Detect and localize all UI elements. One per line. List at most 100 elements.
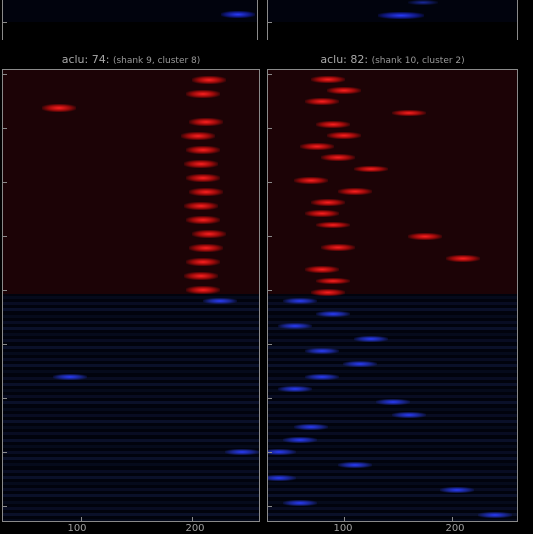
red-row-peak bbox=[321, 244, 356, 251]
blue-row-band bbox=[3, 407, 259, 411]
red-row-peak bbox=[445, 255, 480, 262]
blue-row-band bbox=[268, 463, 517, 467]
blue-row-band bbox=[3, 327, 259, 330]
blue-row-peak bbox=[283, 499, 318, 506]
red-row-peak bbox=[188, 118, 223, 127]
y-tick bbox=[3, 290, 7, 291]
blue-row-band bbox=[3, 376, 259, 380]
red-row-peak bbox=[186, 286, 221, 295]
right-heatmap-marks bbox=[268, 70, 517, 521]
red-row-peak bbox=[310, 288, 345, 296]
blue-row-band bbox=[3, 339, 259, 343]
x-tick-label-left-100: 100 bbox=[67, 523, 87, 534]
red-row-peak bbox=[391, 109, 426, 117]
x-tick bbox=[452, 517, 454, 521]
blue-row-band bbox=[3, 500, 259, 504]
y-tick bbox=[3, 452, 7, 453]
blue-row-band bbox=[3, 401, 259, 405]
x-tick bbox=[80, 517, 82, 521]
blue-row-band bbox=[3, 506, 259, 510]
red-row-peak bbox=[184, 202, 219, 211]
y-tick bbox=[3, 74, 7, 75]
blue-row-band bbox=[3, 463, 259, 467]
blue-row-band bbox=[3, 358, 259, 361]
blue-row-band bbox=[268, 457, 517, 461]
blue-row-peak bbox=[52, 373, 87, 380]
x-tick bbox=[343, 517, 345, 521]
blue-row-peak bbox=[294, 424, 329, 431]
y-tick bbox=[268, 128, 272, 129]
y-tick bbox=[3, 236, 7, 237]
prev-left-panel bbox=[2, 0, 258, 40]
blue-row-band bbox=[3, 351, 259, 355]
blue-row-band bbox=[3, 395, 259, 399]
panel-title-main: aclu: 74: bbox=[61, 53, 110, 66]
y-tick bbox=[3, 182, 7, 183]
red-row-peak bbox=[407, 232, 442, 240]
blue-row-band bbox=[268, 345, 517, 349]
red-row-peak bbox=[294, 176, 329, 184]
red-row-peak bbox=[186, 90, 221, 99]
blue-row-peak bbox=[391, 411, 426, 418]
previous-panels-strip bbox=[0, 0, 533, 40]
blue-row-band bbox=[3, 451, 259, 454]
y-tick bbox=[268, 344, 272, 345]
blue-row-band bbox=[3, 314, 259, 318]
blue-heatmap-region bbox=[3, 294, 259, 521]
blue-row-band bbox=[268, 519, 517, 521]
red-row-peak bbox=[299, 143, 334, 150]
blue-row-band bbox=[268, 513, 517, 516]
blue-row-band bbox=[3, 482, 259, 485]
raster-panel-aclu-74: aclu: 74: (shank 9, cluster 8) bbox=[2, 53, 260, 522]
blue-row-band bbox=[268, 314, 517, 318]
y-tick bbox=[268, 398, 272, 399]
y-tick bbox=[268, 290, 272, 291]
y-tick bbox=[268, 182, 272, 183]
blue-row-peak bbox=[305, 373, 340, 380]
blue-row-band bbox=[268, 302, 517, 306]
red-row-peak bbox=[186, 216, 221, 225]
blue-row-band bbox=[268, 327, 517, 330]
x-tick bbox=[192, 517, 194, 521]
blue-row-band bbox=[3, 494, 259, 498]
panel-title-sub: (shank 10, cluster 2) bbox=[371, 56, 465, 66]
y-tick bbox=[268, 236, 272, 237]
prev-right-panel bbox=[267, 0, 518, 40]
blue-row-band bbox=[3, 488, 259, 492]
blue-row-band bbox=[268, 500, 517, 504]
blue-row-band bbox=[3, 444, 259, 448]
blue-row-band bbox=[3, 382, 259, 386]
red-row-peak bbox=[188, 244, 223, 253]
blue-row-band bbox=[3, 475, 259, 479]
panel-title-sub: (shank 9, cluster 8) bbox=[112, 56, 201, 66]
blue-row-peak bbox=[353, 335, 388, 342]
blue-row-band bbox=[268, 432, 517, 436]
blue-row-peak bbox=[203, 298, 238, 304]
raster-panel-aclu-82: aclu: 82: (shank 10, cluster 2) bbox=[267, 53, 518, 522]
blue-row-peak bbox=[278, 323, 313, 330]
blue-row-band bbox=[268, 376, 517, 380]
red-row-peak bbox=[310, 199, 345, 206]
blue-row-band bbox=[268, 475, 517, 479]
blue-row-band bbox=[268, 469, 517, 473]
red-row-peak bbox=[186, 258, 221, 267]
red-row-peak bbox=[326, 132, 361, 139]
blue-row-peak bbox=[278, 386, 313, 393]
blue-row-band bbox=[268, 426, 517, 430]
red-row-peak bbox=[315, 221, 350, 229]
blue-row-peak bbox=[315, 310, 350, 317]
red-row-peak bbox=[315, 120, 350, 128]
panel-frame bbox=[2, 69, 260, 522]
blue-row-band bbox=[268, 407, 517, 411]
blue-row-peak bbox=[337, 461, 372, 468]
blue-row-band bbox=[3, 370, 259, 374]
blue-row-band bbox=[3, 519, 259, 521]
red-row-peak bbox=[321, 154, 356, 162]
red-row-peak bbox=[305, 210, 340, 218]
blue-row-band bbox=[268, 339, 517, 343]
panel-title: aclu: 82: (shank 10, cluster 2) bbox=[267, 53, 518, 68]
blue-row-band bbox=[3, 302, 259, 306]
blue-row-band bbox=[3, 513, 259, 516]
blue-row-band bbox=[3, 364, 259, 368]
blue-row-peak bbox=[440, 487, 475, 494]
